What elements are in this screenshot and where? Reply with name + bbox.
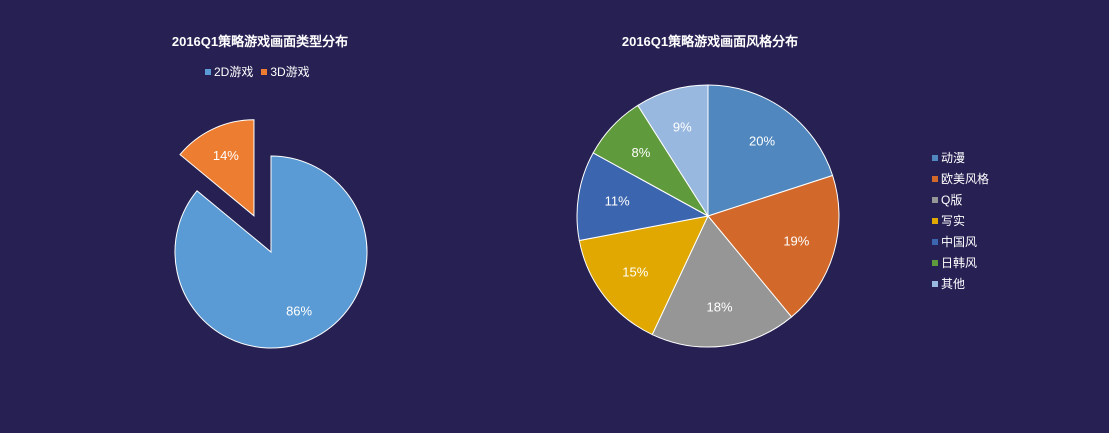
slice-data-label: 11% xyxy=(605,194,630,209)
pie-slice xyxy=(651,215,793,348)
chart-legend: 2D游戏 3D游戏 xyxy=(205,63,310,80)
slice-data-label: 86% xyxy=(286,304,312,319)
pie-slice xyxy=(707,84,834,217)
legend-swatch xyxy=(932,217,938,224)
legend-item: 日韩风 xyxy=(932,252,989,273)
pie-slice xyxy=(637,84,709,218)
slice-data-label: 9% xyxy=(673,120,692,135)
pie-slice xyxy=(576,152,710,242)
legend-swatch xyxy=(932,280,938,287)
pie-chart: 86% 14% xyxy=(174,119,368,349)
slice-data-label: 8% xyxy=(632,145,651,160)
legend-swatch xyxy=(205,68,211,75)
legend-swatch xyxy=(932,238,938,245)
legend-swatch xyxy=(932,175,938,182)
legend-item: 欧美风格 xyxy=(932,168,989,189)
pie-slice xyxy=(707,174,840,318)
legend-label: 3D游戏 xyxy=(270,65,310,79)
chart-title: 2016Q1策略游戏画面类型分布 xyxy=(171,34,349,49)
pie-slice xyxy=(174,155,368,349)
slice-data-label: 18% xyxy=(707,299,733,314)
style-distribution-chart: 2016Q1策略游戏画面风格分布 20% 19% 18% 15% 11% 8% 9% 动漫欧… xyxy=(540,0,1109,433)
legend-label: Q版 xyxy=(941,193,963,207)
legend-label: 日韩风 xyxy=(941,256,978,270)
legend-label: 中国风 xyxy=(941,235,978,249)
chart-title: 2016Q1策略游戏画面风格分布 xyxy=(621,34,799,49)
legend-item: 其他 xyxy=(932,273,989,294)
legend-label: 其他 xyxy=(941,277,966,291)
pie-chart: 20% 19% 18% 15% 11% 8% 9% xyxy=(576,84,840,348)
pie-slice xyxy=(578,215,709,336)
legend-item-2d: 2D游戏 xyxy=(205,63,253,80)
legend-label: 写实 xyxy=(941,214,966,228)
legend-swatch xyxy=(261,68,268,75)
legend-swatch xyxy=(932,154,938,161)
legend-item: 动漫 xyxy=(932,147,989,168)
chart-legend: 动漫欧美风格 Q版写实中国风日韩风其他 xyxy=(932,147,989,294)
legend-item-3d: 3D游戏 xyxy=(261,63,310,80)
type-distribution-chart: 2016Q1策略游戏画面类型分布 2D游戏 3D游戏 86% 14% xyxy=(0,0,540,433)
legend-label: 动漫 xyxy=(941,151,966,165)
slice-data-label: 14% xyxy=(213,148,239,163)
legend-item: 写实 xyxy=(932,210,989,231)
pie-slice xyxy=(179,119,255,217)
slice-data-label: 20% xyxy=(749,134,775,149)
legend-swatch xyxy=(932,196,938,203)
legend-label: 2D游戏 xyxy=(214,65,254,79)
legend-label: 欧美风格 xyxy=(941,172,990,186)
legend-swatch xyxy=(932,259,938,266)
slice-data-label: 19% xyxy=(783,234,809,249)
legend-item: 中国风 xyxy=(932,231,989,252)
legend-item: Q版 xyxy=(932,189,989,210)
slice-data-label: 15% xyxy=(622,264,648,279)
